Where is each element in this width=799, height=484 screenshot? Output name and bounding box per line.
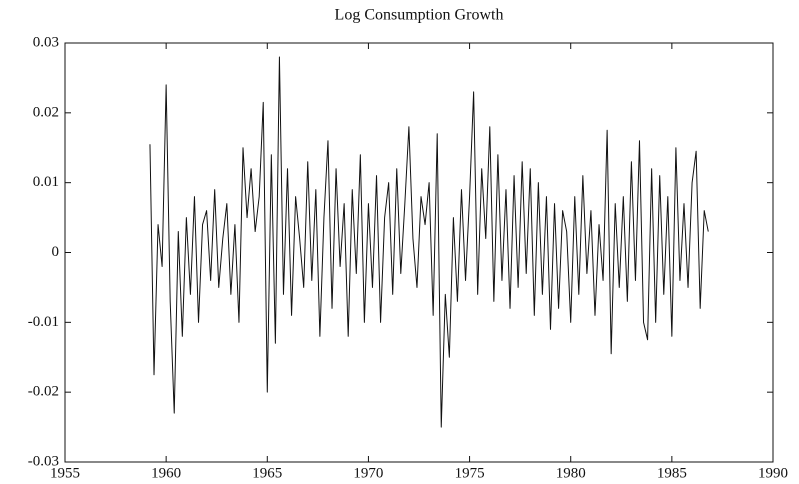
x-tick-label: 1980 (556, 465, 586, 481)
y-tick-label: 0.01 (33, 174, 59, 190)
y-tick-label: 0 (52, 244, 60, 260)
x-tick-label: 1990 (758, 465, 788, 481)
data-line (149, 56, 709, 428)
y-tick-label: 0.02 (33, 104, 59, 120)
y-tick-label: -0.03 (28, 453, 59, 469)
x-tick-label: 1965 (252, 465, 282, 481)
x-tick-label: 1975 (455, 465, 485, 481)
x-tick-label: 1970 (353, 465, 383, 481)
x-tick-label: 1955 (50, 465, 80, 481)
y-tick-label: -0.02 (28, 384, 59, 400)
y-tick-label: 0.03 (33, 34, 59, 50)
x-tick-label: 1960 (151, 465, 181, 481)
y-tick-label: -0.01 (28, 314, 59, 330)
x-tick-label: 1985 (657, 465, 687, 481)
chart-title: Log Consumption Growth (335, 7, 504, 24)
